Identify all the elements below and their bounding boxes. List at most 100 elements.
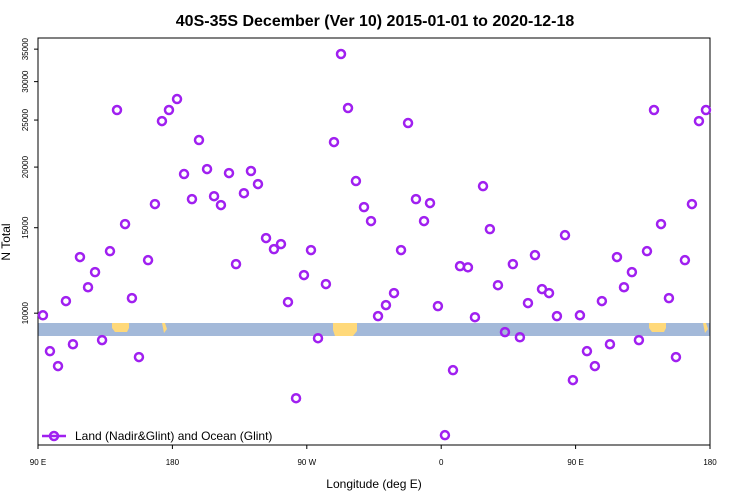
x-tick-label: 90 W	[297, 458, 316, 467]
point	[551, 310, 563, 322]
point	[201, 163, 213, 175]
point	[282, 296, 294, 308]
point	[543, 287, 555, 299]
point	[670, 351, 682, 363]
point	[305, 244, 317, 256]
point	[581, 345, 593, 357]
point	[178, 168, 190, 180]
point	[499, 326, 511, 338]
point	[589, 360, 601, 372]
point	[275, 238, 287, 250]
point	[402, 117, 414, 129]
point	[298, 269, 310, 281]
y-axis-label: N Total	[0, 223, 13, 260]
point	[522, 297, 534, 309]
point	[252, 178, 264, 190]
y-tick-label: 35000	[21, 37, 30, 60]
point	[260, 232, 272, 244]
point	[119, 218, 131, 230]
point	[507, 258, 519, 270]
point	[104, 245, 116, 257]
point	[238, 187, 250, 199]
point	[142, 254, 154, 266]
point	[290, 392, 302, 404]
point	[156, 115, 168, 127]
point	[111, 104, 123, 116]
point	[648, 104, 660, 116]
point	[380, 299, 392, 311]
point	[215, 199, 227, 211]
point	[559, 229, 571, 241]
legend-label: Land (Nadir&Glint) and Ocean (Glint)	[75, 429, 272, 443]
point	[567, 374, 579, 386]
y-tick-label: 30000	[21, 70, 30, 93]
point	[372, 310, 384, 322]
point	[395, 244, 407, 256]
x-tick-label: 180	[703, 458, 717, 467]
point	[96, 334, 108, 346]
x-axis-label: Longitude (deg E)	[326, 477, 421, 491]
point	[89, 266, 101, 278]
point	[439, 429, 451, 441]
point	[67, 338, 79, 350]
point	[626, 266, 638, 278]
point	[223, 167, 235, 179]
point	[193, 134, 205, 146]
point	[418, 215, 430, 227]
point	[186, 193, 198, 205]
point	[686, 198, 698, 210]
x-tick-label: 90 E	[567, 458, 583, 467]
point	[693, 115, 705, 127]
point	[477, 180, 489, 192]
point	[312, 332, 324, 344]
y-tick-label: 20000	[21, 155, 30, 178]
point	[432, 300, 444, 312]
point	[37, 310, 49, 321]
point	[447, 364, 459, 376]
x-tick-label: 0	[439, 458, 444, 467]
y-tick-label: 10000	[21, 302, 30, 325]
point	[44, 345, 56, 357]
point	[74, 251, 86, 263]
point	[641, 245, 653, 257]
point	[484, 223, 496, 235]
point	[663, 292, 675, 304]
point	[133, 351, 145, 363]
land-ocean-band	[38, 323, 710, 336]
point	[604, 338, 616, 350]
point	[469, 311, 481, 323]
point	[492, 279, 504, 291]
point	[52, 360, 64, 372]
point	[618, 281, 630, 293]
y-tick-label: 15000	[21, 216, 30, 239]
point	[208, 190, 220, 202]
point	[335, 48, 347, 60]
point	[700, 104, 712, 116]
point	[342, 102, 354, 114]
point	[230, 258, 242, 270]
point	[82, 281, 94, 293]
point	[328, 136, 340, 148]
point	[574, 310, 586, 321]
point	[60, 295, 72, 307]
point	[358, 201, 370, 213]
point	[149, 198, 161, 210]
point	[388, 287, 400, 299]
point	[596, 295, 608, 307]
point	[462, 262, 474, 273]
y-tick-label: 25000	[21, 108, 30, 131]
point	[633, 334, 645, 346]
point	[514, 332, 526, 343]
point	[655, 218, 667, 230]
point	[365, 215, 377, 227]
point	[126, 292, 138, 304]
plot-frame	[37, 37, 711, 446]
point	[529, 249, 541, 261]
point	[424, 197, 436, 209]
legend-marker	[48, 430, 60, 442]
point	[611, 251, 623, 263]
point	[163, 104, 175, 116]
point	[679, 254, 691, 266]
point	[410, 193, 422, 205]
